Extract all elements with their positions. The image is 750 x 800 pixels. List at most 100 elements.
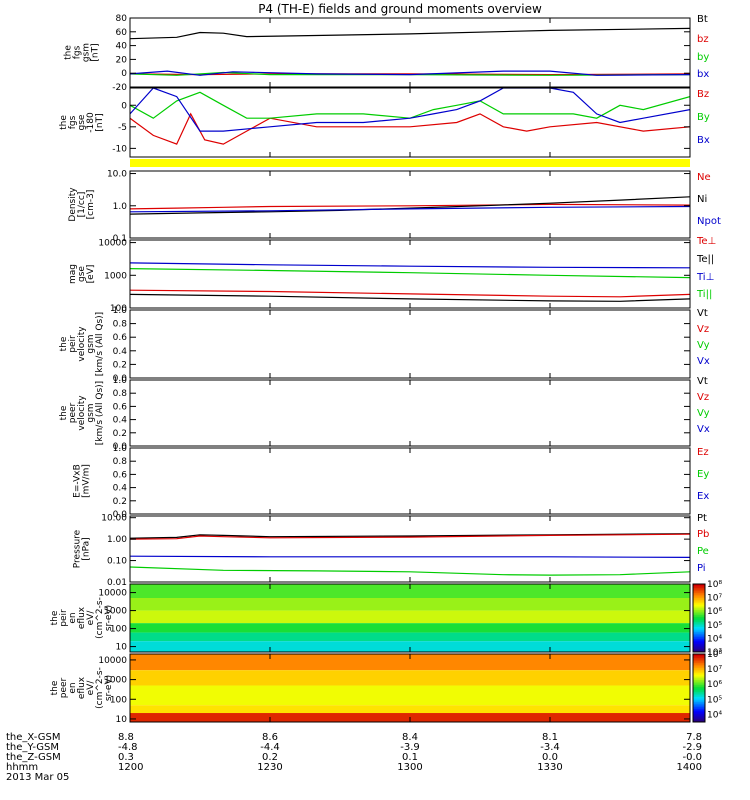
legend-entry: Vt [697, 308, 708, 319]
series-line-by [130, 71, 690, 76]
y-tick-label: 20 [116, 55, 128, 65]
colorbar-cell [693, 643, 705, 646]
panel-frame [129, 447, 691, 515]
legend-entry: Pi [697, 563, 706, 574]
colorbar-cell [693, 611, 705, 614]
colorbar-cell [693, 594, 705, 597]
series-line-ti [130, 262, 690, 269]
colorbar-cell [693, 628, 705, 631]
legend-entry: Ez [697, 447, 709, 458]
y-tick-label: -5 [118, 123, 127, 133]
series-line-bt [130, 27, 690, 40]
panel-peer_eflux: 10⁴ 10⁵ 10⁶ 10⁷ 10⁸ 10 100 1000 10000 the peer en ef… [50, 650, 722, 725]
colorbar-cell [693, 705, 705, 708]
legend-entry: Bz [697, 89, 709, 100]
legend-entry: Vt [697, 376, 708, 387]
y-axis-label: [nT] [95, 113, 105, 131]
ephemeris-value: 1230 [257, 762, 282, 773]
colorbar-label: 10⁸ [707, 650, 722, 660]
series-line-npot [130, 205, 690, 213]
y-tick-label: 0.8 [113, 389, 128, 399]
panel-peir_velocity: Vt Vz Vy Vx 0.0 0.2 0.4 0.6 0.8 1.0 the peir velocit… [59, 306, 710, 384]
panel-fgs_gsm: Bt bz by bx -20 0 20 40 60 80 the fgs gsm [nT] [64, 14, 710, 93]
colorbar-cell [693, 640, 705, 643]
colorbar-cell [693, 664, 705, 667]
colorbar-frame [692, 653, 706, 723]
legend-entry: Bx [697, 135, 710, 146]
panel-efield: Ez Ey Ex 0.0 0.2 0.4 0.6 0.8 1.0 E=-VxB [mV/m] [73, 444, 710, 520]
colorbar-cell [693, 672, 705, 675]
colorbar-cell [693, 701, 705, 704]
colorbar-cell [693, 688, 705, 691]
series-line-ni [130, 196, 690, 215]
y-tick-label: 0.4 [113, 484, 128, 494]
y-tick-label: 1.00 [107, 535, 127, 545]
y-tick-label: 0.4 [113, 347, 128, 357]
y-tick-label: 10 [116, 715, 128, 725]
y-tick-label: 0.0 [113, 374, 128, 384]
colorbar-cell [693, 618, 705, 621]
legend-entry: bx [697, 69, 709, 80]
y-axis-label: en [68, 612, 78, 623]
y-tick-label: 10 [116, 643, 128, 653]
spectrogram-band [130, 610, 690, 624]
series-line-bx [130, 88, 690, 132]
legend-entry: Vz [697, 392, 709, 403]
ephemeris-value: 0.0 [542, 752, 558, 763]
colorbar-peer_eflux: 10⁴ 10⁵ 10⁶ 10⁷ 10⁸ [692, 650, 722, 723]
y-tick-label: 100 [110, 304, 127, 314]
y-axis-label: velocity [77, 326, 87, 362]
colorbar-cell [693, 676, 705, 679]
ephemeris-row-label: the_X-GSM [6, 732, 60, 743]
colorbar-cell [693, 609, 705, 612]
y-tick-label: 0.10 [107, 557, 127, 567]
panel-pressure: Pt Pb Pe Pi 0.01 0.10 1.00 10.00 Pressure [nPa] [73, 513, 710, 588]
colorbar-cell [693, 624, 705, 627]
colorbar-cell [693, 595, 705, 599]
colorbar-cell [693, 654, 705, 657]
y-tick-label: 0.8 [113, 457, 128, 467]
y-tick-label: 0.0 [113, 510, 128, 520]
ephemeris-value: 1200 [118, 762, 143, 773]
colorbar-label: 10⁴ [707, 634, 722, 644]
spectrogram-band [130, 598, 690, 611]
y-tick-label: 0.6 [113, 333, 128, 343]
colorbar-cell [693, 606, 705, 609]
spectrogram-band [130, 623, 690, 633]
panel-frame [129, 379, 691, 447]
colorbar-cell [693, 655, 705, 658]
series-line-te [130, 289, 690, 298]
figure-title: P4 (TH-E) fields and ground moments over… [258, 2, 542, 16]
y-axis-label: fgs [68, 115, 78, 129]
ephemeris-row-label: the_Z-GSM [6, 752, 61, 763]
y-tick-label: 10.00 [101, 514, 127, 524]
colorbar-cell [693, 646, 705, 650]
y-tick-label: 0.6 [113, 402, 128, 412]
y-axis-label: peer [59, 677, 69, 698]
colorbar-cell [693, 715, 705, 718]
legend-entry: Npot [697, 216, 721, 227]
ephemeris-value: 8.1 [542, 732, 558, 743]
y-tick-label: 0 [121, 69, 127, 79]
date-label: 2013 Mar 05 [6, 772, 69, 783]
colorbar-cell [693, 679, 705, 682]
y-tick-label: -20 [112, 83, 127, 93]
y-axis-label: [km/s (All Qs)] [95, 312, 105, 376]
colorbar-cell [693, 698, 705, 701]
y-tick-label: 10.0 [107, 170, 127, 180]
y-axis-label: (cm^2-s- [95, 667, 105, 709]
y-axis-label: the [50, 680, 60, 695]
y-axis-label: [nPa] [82, 537, 92, 560]
y-axis-label: velocity [77, 395, 87, 431]
y-axis-label: sr-eV) [104, 605, 114, 631]
colorbar-cell [693, 703, 705, 706]
colorbar-label: 10³ [707, 648, 722, 658]
colorbar-cell [693, 602, 705, 605]
colorbar-label: 10⁷ [707, 665, 722, 675]
y-tick-label: 0.6 [113, 470, 128, 480]
y-tick-label: 0.2 [113, 497, 127, 507]
panel-temperature: Te⊥ Te|| Ti⊥ Ti|| 100 1000 10000 mag gse [eV] [68, 236, 716, 314]
series-line-by [130, 91, 690, 119]
y-axis-label: E=-VxB [73, 464, 83, 498]
